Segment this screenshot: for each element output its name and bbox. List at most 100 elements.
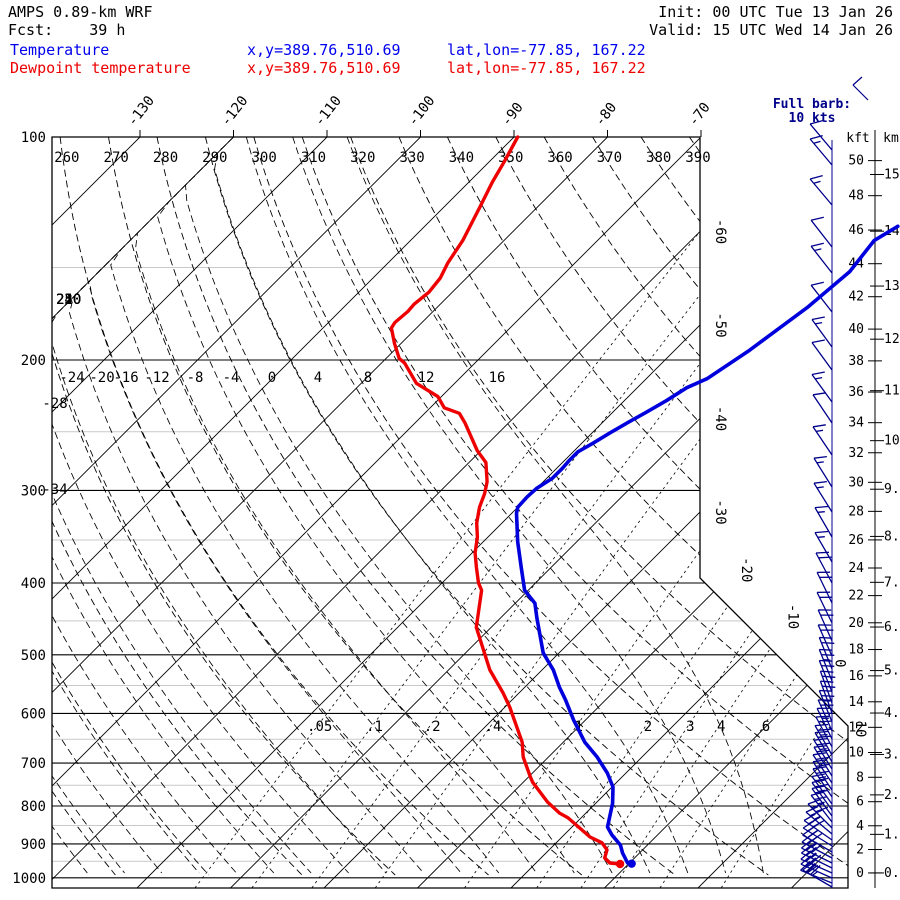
svg-text:2: 2 bbox=[856, 843, 864, 858]
barb-legend: Full barb:10 kts bbox=[773, 76, 869, 126]
svg-text:32: 32 bbox=[848, 446, 864, 461]
svg-text:8: 8 bbox=[364, 370, 372, 386]
svg-text:8: 8 bbox=[856, 770, 864, 785]
svg-text:.2: .2 bbox=[424, 719, 441, 735]
svg-text:2: 2 bbox=[644, 719, 652, 735]
svg-text:800: 800 bbox=[21, 799, 46, 815]
svg-text:-20: -20 bbox=[89, 370, 114, 386]
svg-text:260: 260 bbox=[54, 150, 79, 166]
svg-text:330: 330 bbox=[399, 150, 424, 166]
svg-text:14: 14 bbox=[848, 695, 864, 710]
svg-text:13.: 13. bbox=[884, 279, 900, 294]
forecast-hour: Fcst: 39 h bbox=[8, 21, 126, 39]
svg-text:50: 50 bbox=[848, 154, 864, 169]
svg-text:38: 38 bbox=[848, 354, 864, 369]
svg-text:0: 0 bbox=[831, 659, 847, 667]
svg-text:10: 10 bbox=[852, 721, 868, 738]
svg-text:-16: -16 bbox=[113, 370, 138, 386]
svg-text:-80: -80 bbox=[592, 100, 620, 130]
svg-text:6: 6 bbox=[762, 719, 770, 735]
svg-text:220: 220 bbox=[56, 292, 81, 308]
legend-temperature-label: Temperature bbox=[10, 41, 110, 59]
legend-dewpoint-xy: x,y=389.76,510.69 bbox=[247, 59, 401, 77]
svg-text:290: 290 bbox=[202, 150, 227, 166]
svg-text:200: 200 bbox=[21, 353, 46, 369]
svg-text:0.: 0. bbox=[884, 866, 900, 881]
svg-text:kft: kft bbox=[846, 131, 869, 146]
svg-text:8.: 8. bbox=[884, 529, 900, 544]
svg-text:250: 250 bbox=[56, 292, 81, 308]
svg-text:-100: -100 bbox=[405, 93, 438, 129]
altitude-axis: kft km02468101214161820222426283032343638… bbox=[846, 130, 900, 888]
legend-temperature-latlon: lat,lon=-77.85, 167.22 bbox=[447, 41, 646, 59]
svg-text:.4: .4 bbox=[485, 719, 502, 735]
svg-text:400: 400 bbox=[21, 576, 46, 592]
svg-text:26: 26 bbox=[848, 533, 864, 548]
svg-text:-70: -70 bbox=[686, 100, 714, 130]
valid-time: Valid: 15 UTC Wed 14 Jan 26 bbox=[649, 21, 893, 39]
svg-text:-12: -12 bbox=[144, 370, 169, 386]
svg-text:6: 6 bbox=[856, 795, 864, 810]
svg-text:40: 40 bbox=[848, 322, 864, 337]
svg-text:270: 270 bbox=[104, 150, 129, 166]
svg-text:9.: 9. bbox=[884, 482, 900, 497]
svg-text:370: 370 bbox=[597, 150, 622, 166]
svg-text:4: 4 bbox=[856, 819, 864, 834]
svg-text:28: 28 bbox=[848, 504, 864, 519]
svg-text:20: 20 bbox=[848, 616, 864, 631]
svg-text:340: 340 bbox=[449, 150, 474, 166]
svg-text:1.: 1. bbox=[884, 827, 900, 842]
svg-text:300: 300 bbox=[21, 483, 46, 499]
svg-text:-130: -130 bbox=[125, 93, 158, 129]
svg-text:4.: 4. bbox=[884, 706, 900, 721]
svg-text:46: 46 bbox=[848, 223, 864, 238]
svg-text:10 kts: 10 kts bbox=[789, 111, 836, 126]
svg-text:42: 42 bbox=[848, 290, 864, 305]
plot-border bbox=[51, 136, 849, 889]
dewpoint-curve bbox=[389, 135, 622, 866]
svg-text:16: 16 bbox=[489, 370, 506, 386]
legend-dewpoint-label: Dewpoint temperature bbox=[10, 59, 191, 77]
svg-text:12.: 12. bbox=[884, 332, 900, 347]
svg-text:.1: .1 bbox=[366, 719, 383, 735]
svg-text:-20: -20 bbox=[738, 557, 754, 582]
svg-text:34: 34 bbox=[848, 416, 864, 431]
svg-text:7.: 7. bbox=[884, 575, 900, 590]
svg-text:500: 500 bbox=[21, 648, 46, 664]
temperature-curve-surface-dot bbox=[627, 859, 636, 868]
svg-text:22: 22 bbox=[848, 589, 864, 604]
svg-text:18: 18 bbox=[848, 643, 864, 658]
svg-text:3: 3 bbox=[686, 719, 694, 735]
svg-text:240: 240 bbox=[56, 292, 81, 308]
svg-text:360: 360 bbox=[547, 150, 572, 166]
svg-text:30: 30 bbox=[848, 475, 864, 490]
svg-text:12: 12 bbox=[848, 720, 864, 735]
svg-text:320: 320 bbox=[350, 150, 375, 166]
svg-text:230: 230 bbox=[56, 292, 81, 308]
svg-text:-24: -24 bbox=[59, 370, 84, 386]
model-title: AMPS 0.89-km WRF bbox=[8, 3, 153, 21]
svg-text:100: 100 bbox=[21, 130, 46, 146]
svg-text:km: km bbox=[883, 131, 899, 146]
svg-text:310: 310 bbox=[301, 150, 326, 166]
svg-text:24: 24 bbox=[848, 561, 864, 576]
svg-text:280: 280 bbox=[153, 150, 178, 166]
svg-text:700: 700 bbox=[21, 756, 46, 772]
svg-text:-28: -28 bbox=[42, 396, 67, 412]
svg-text:-4: -4 bbox=[223, 370, 240, 386]
legend-dewpoint-latlon: lat,lon=-77.85, 167.22 bbox=[447, 59, 646, 77]
dewpoint-curve-surface-dot bbox=[615, 859, 625, 869]
svg-text:900: 900 bbox=[21, 837, 46, 853]
background-lines bbox=[52, 137, 848, 888]
svg-text:600: 600 bbox=[21, 706, 46, 722]
svg-text:10: 10 bbox=[848, 745, 864, 760]
svg-text:3.: 3. bbox=[884, 747, 900, 762]
svg-text:6.: 6. bbox=[884, 620, 900, 635]
svg-text:-50: -50 bbox=[712, 312, 728, 337]
svg-text:11.: 11. bbox=[884, 384, 900, 399]
svg-text:-60: -60 bbox=[712, 219, 728, 244]
svg-text:-120: -120 bbox=[218, 93, 251, 129]
init-time: Init: 00 UTC Tue 13 Jan 26 bbox=[658, 3, 893, 21]
